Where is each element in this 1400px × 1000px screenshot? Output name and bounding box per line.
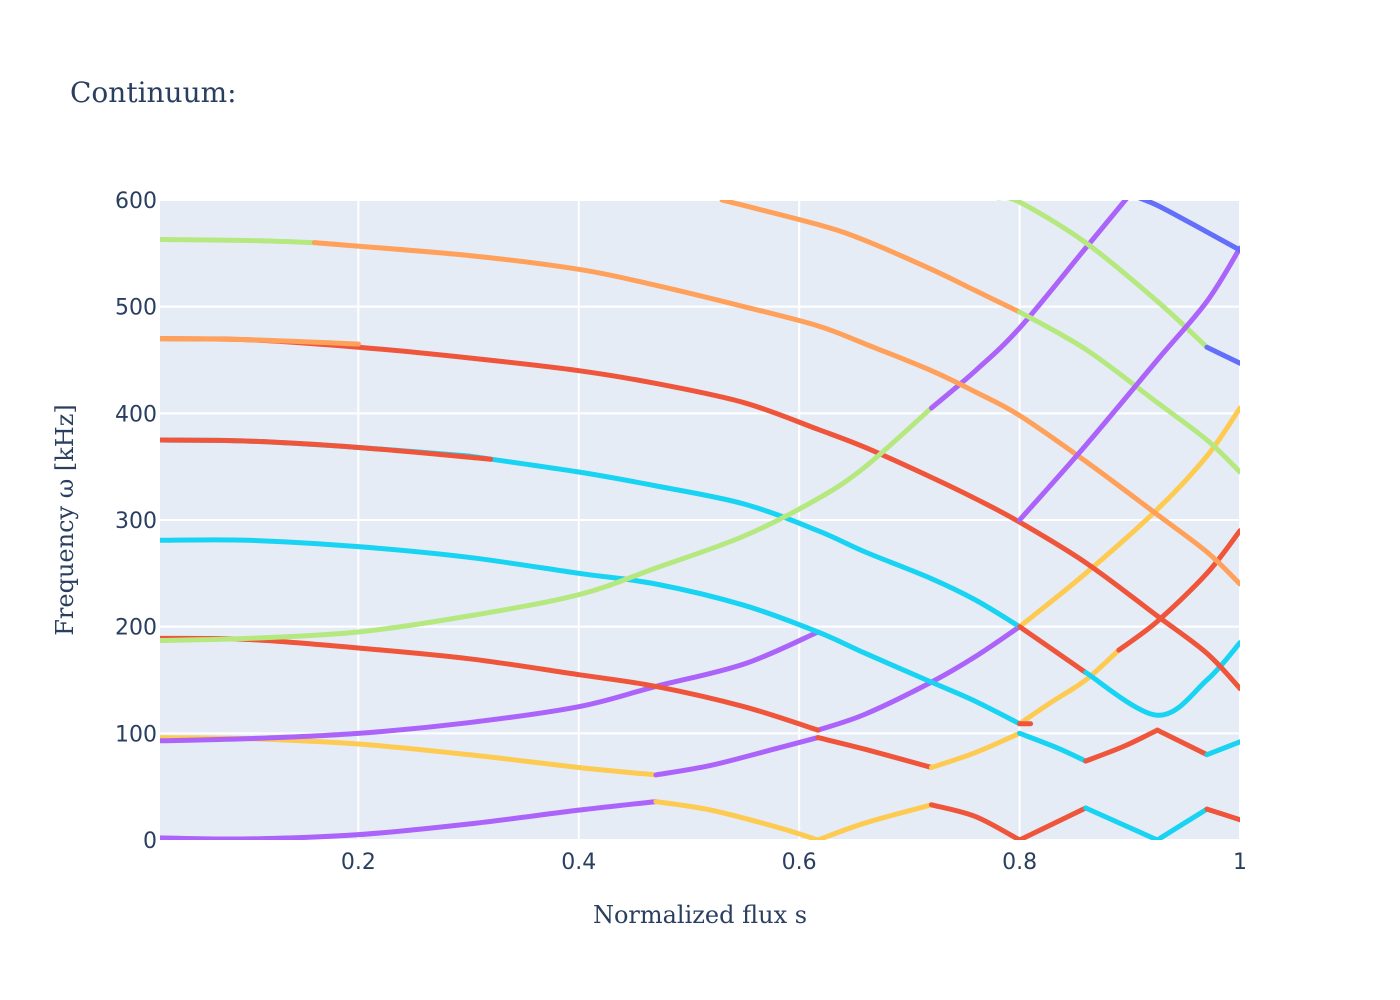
x-tick-label: 0.2 — [341, 850, 376, 875]
series-line-purple — [160, 799, 659, 840]
series-line-green — [160, 236, 317, 246]
series-line-purple — [1017, 245, 1240, 523]
series-line-cyan — [466, 453, 1023, 630]
x-tick-label: 0.8 — [1002, 850, 1037, 875]
series-line-red — [815, 735, 934, 770]
x-axis-ticks: 0.2 0.4 0.6 0.8 1 — [341, 850, 1247, 875]
series-line-orange — [719, 200, 1023, 315]
series-line-green — [996, 200, 1210, 350]
series-line-cyan — [1083, 805, 1160, 840]
series-line-purple — [928, 200, 1129, 411]
series-line-purple — [160, 629, 821, 744]
series-line-orange — [160, 336, 361, 347]
series-line-yellow — [928, 730, 1023, 770]
y-tick-label: 400 — [115, 402, 157, 427]
y-tick-label: 200 — [115, 616, 157, 641]
y-tick-label: 600 — [115, 189, 157, 214]
series-line-red — [1116, 528, 1240, 653]
series-line-cyan — [1083, 640, 1240, 718]
series-line-yellow — [815, 802, 934, 840]
series-line-blue — [1204, 344, 1240, 366]
series-line-green — [1017, 309, 1240, 475]
y-axis-ticks: 0 100 200 300 400 500 600 — [115, 189, 157, 854]
series-line-red — [928, 802, 1023, 840]
y-axis-label: Frequency ω [kHz] — [51, 404, 79, 635]
y-tick-label: 100 — [115, 722, 157, 747]
series-line-cyan — [1017, 730, 1089, 764]
series-line-red — [1204, 806, 1240, 823]
series-line-cyan — [160, 537, 1023, 727]
series-line-red — [160, 437, 494, 462]
y-tick-label: 500 — [115, 296, 157, 321]
series-line-red — [1154, 727, 1210, 758]
x-tick-label: 0.6 — [782, 850, 817, 875]
series-line-red — [1083, 727, 1160, 764]
x-axis-label: Normalized flux s — [593, 901, 807, 929]
series-line-cyan — [1204, 739, 1240, 758]
series-line-cyan — [1154, 806, 1210, 840]
series-line-blue — [1137, 200, 1240, 253]
series-line-red — [160, 336, 1240, 692]
plot-clip — [160, 200, 1240, 840]
series-line-yellow — [653, 799, 821, 840]
gridlines — [160, 199, 1241, 841]
y-tick-label: 0 — [143, 829, 157, 854]
series-line-green — [160, 405, 934, 644]
series-line-yellow — [1017, 647, 1122, 727]
series-line-orange — [311, 240, 1240, 587]
series-line-purple — [653, 735, 821, 778]
x-tick-label: 0.4 — [561, 850, 596, 875]
series-line-red — [1017, 624, 1089, 676]
series-group — [160, 200, 1240, 840]
chart-title: Continuum: — [70, 76, 237, 109]
y-tick-label: 300 — [115, 509, 157, 534]
x-tick-label: 1 — [1233, 850, 1247, 875]
series-line-red — [1017, 805, 1089, 840]
